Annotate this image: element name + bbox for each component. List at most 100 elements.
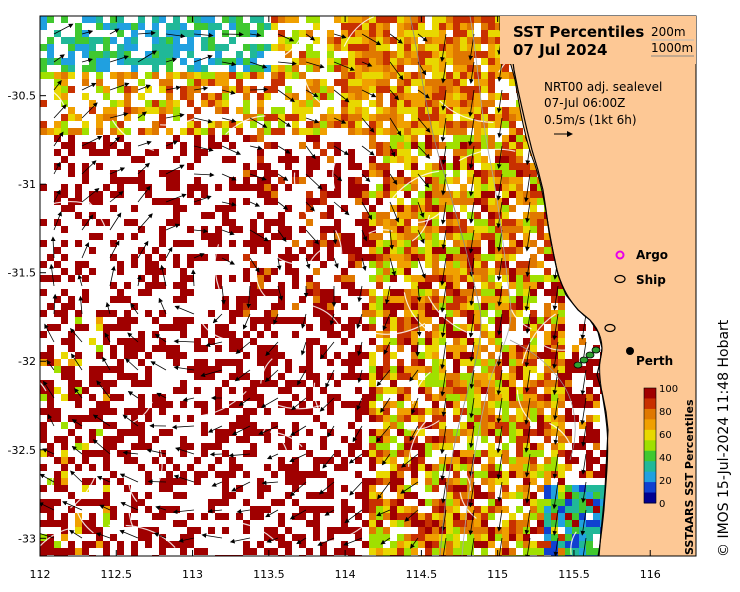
sst-pixel — [432, 254, 439, 261]
sst-pixel — [341, 247, 348, 254]
sst-pixel — [250, 72, 257, 79]
sst-pixel — [131, 408, 138, 415]
sst-pixel — [404, 219, 411, 226]
sst-pixel — [446, 93, 453, 100]
sst-pixel — [236, 86, 243, 93]
coastline — [499, 16, 609, 556]
sst-pixel — [166, 72, 173, 79]
sst-pixel — [411, 513, 418, 520]
sst-pixel — [54, 387, 61, 394]
current-trail — [272, 402, 328, 410]
sst-pixel — [362, 352, 369, 359]
sst-pixel — [187, 121, 194, 128]
sst-pixel — [299, 506, 306, 513]
sst-pixel — [467, 450, 474, 457]
sst-pixel — [369, 16, 376, 23]
sst-pixel — [404, 534, 411, 541]
sst-pixel — [348, 450, 355, 457]
sst-pixel — [215, 240, 222, 247]
sst-pixel — [509, 205, 516, 212]
sst-pixel — [460, 520, 467, 527]
sst-pixel — [481, 296, 488, 303]
sst-pixel — [502, 485, 509, 492]
sst-pixel — [453, 345, 460, 352]
sst-pixel — [257, 345, 264, 352]
sst-pixel — [530, 254, 537, 261]
current-arrow — [53, 54, 65, 63]
sst-pixel — [355, 16, 362, 23]
sst-pixel — [327, 212, 334, 219]
sst-pixel — [131, 506, 138, 513]
sst-pixel — [530, 394, 537, 401]
sst-pixel — [495, 282, 502, 289]
sst-pixel — [516, 247, 523, 254]
sst-pixel — [488, 100, 495, 107]
sst-pixel — [425, 142, 432, 149]
sst-pixel — [47, 380, 54, 387]
sst-pixel — [173, 464, 180, 471]
sst-pixel — [138, 408, 145, 415]
sst-pixel — [411, 121, 418, 128]
sst-pixel — [509, 177, 516, 184]
sst-pixel — [488, 268, 495, 275]
sst-pixel — [411, 254, 418, 261]
sst-pixel — [523, 457, 530, 464]
sst-pixel — [61, 86, 68, 93]
sst-pixel — [320, 310, 327, 317]
sst-pixel — [467, 429, 474, 436]
sst-pixel — [488, 86, 495, 93]
sst-pixel — [558, 541, 565, 548]
current-arrow — [160, 264, 167, 287]
sst-pixel — [565, 450, 572, 457]
current-arrow — [296, 537, 307, 545]
sst-pixel — [432, 436, 439, 443]
current-arrow — [417, 89, 430, 99]
sst-pixel — [229, 464, 236, 471]
sst-pixel — [96, 534, 103, 541]
sst-pixel — [411, 184, 418, 191]
sst-pixel — [145, 107, 152, 114]
sst-pixel — [418, 450, 425, 457]
sst-pixel — [243, 527, 250, 534]
current-trail — [74, 503, 94, 534]
sst-pixel — [481, 51, 488, 58]
sst-pixel — [558, 345, 565, 352]
sst-pixel — [180, 324, 187, 331]
sst-pixel — [40, 422, 47, 429]
sst-pixel — [369, 121, 376, 128]
sst-pixel — [327, 457, 334, 464]
current-trail — [214, 244, 223, 297]
sst-pixel — [341, 373, 348, 380]
sst-pixel — [96, 219, 103, 226]
sst-pixel — [75, 317, 82, 324]
sst-pixel — [383, 107, 390, 114]
current-arrow — [207, 508, 223, 514]
sst-pixel — [565, 548, 572, 555]
sst-pixel — [75, 310, 82, 317]
sst-pixel — [453, 527, 460, 534]
current-arrow — [525, 313, 531, 334]
sst-pixel — [264, 121, 271, 128]
sst-pixel — [502, 541, 509, 548]
sst-pixel — [460, 86, 467, 93]
sst-pixel — [173, 100, 180, 107]
sst-pixel — [334, 450, 341, 457]
sst-pixel — [495, 401, 502, 408]
sst-pixel — [187, 51, 194, 58]
sst-pixel — [516, 282, 523, 289]
sst-pixel — [418, 541, 425, 548]
sst-pixel — [390, 128, 397, 135]
sst-pixel — [152, 121, 159, 128]
sst-pixel — [264, 142, 271, 149]
sst-pixel — [516, 163, 523, 170]
sst-pixel — [488, 275, 495, 282]
sst-pixel — [453, 254, 460, 261]
sst-pixel — [61, 373, 68, 380]
sst-pixel — [145, 380, 152, 387]
sst-pixel — [334, 58, 341, 65]
sst-pixel — [341, 282, 348, 289]
sst-pixel — [222, 324, 229, 331]
sst-pixel — [285, 387, 292, 394]
sst-pixel — [544, 401, 551, 408]
sst-pixel — [334, 219, 341, 226]
